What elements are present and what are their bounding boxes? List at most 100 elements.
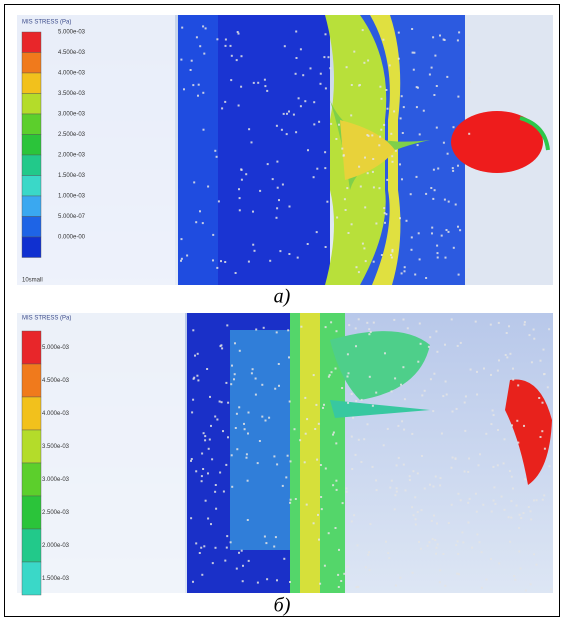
particle — [356, 544, 359, 547]
particle — [431, 226, 434, 229]
particle — [468, 81, 471, 84]
particle — [411, 571, 414, 574]
particle — [436, 244, 439, 247]
particle — [200, 475, 203, 478]
blue-layer — [360, 15, 465, 285]
particle — [364, 206, 367, 209]
particle — [411, 506, 414, 509]
particle — [258, 440, 261, 442]
particle — [190, 59, 193, 62]
particle — [523, 478, 526, 481]
projectile-edge — [519, 116, 550, 151]
particle — [372, 260, 375, 263]
particle — [190, 517, 193, 520]
particle — [471, 546, 474, 549]
particle — [512, 378, 515, 381]
particle — [390, 256, 393, 259]
particle — [435, 546, 438, 549]
particle — [510, 516, 513, 519]
particle — [467, 470, 470, 473]
legend-label: 1.500e-03 — [42, 576, 70, 582]
particle — [237, 32, 240, 35]
particle — [229, 44, 232, 47]
particle — [433, 514, 435, 517]
particle — [518, 513, 521, 516]
particle — [240, 85, 243, 88]
projectile — [451, 111, 543, 173]
particle — [262, 326, 265, 329]
particle — [200, 546, 203, 549]
particle — [476, 533, 479, 536]
particle — [366, 134, 369, 136]
particle — [385, 213, 388, 216]
particle — [318, 538, 320, 541]
particle — [202, 468, 205, 470]
particle — [476, 393, 479, 396]
particle — [447, 200, 450, 203]
legend-swatch — [21, 134, 42, 156]
particle — [520, 517, 523, 520]
particle — [316, 458, 319, 461]
particle — [445, 229, 448, 231]
particle — [414, 496, 417, 499]
particle — [231, 364, 233, 367]
particle — [332, 431, 335, 434]
particle — [354, 453, 357, 456]
particle — [234, 342, 236, 345]
particle — [394, 494, 397, 497]
particle — [366, 321, 369, 324]
particle — [276, 186, 279, 189]
particle — [211, 458, 214, 461]
particle — [415, 175, 418, 178]
particle — [313, 123, 316, 126]
particle — [375, 489, 378, 492]
particle — [192, 398, 195, 401]
particle — [350, 435, 353, 438]
legend-label: 2.500e-03 — [58, 132, 86, 138]
particle — [224, 261, 227, 263]
particle — [277, 363, 280, 365]
particle — [387, 552, 390, 555]
particle — [276, 160, 279, 163]
particle — [548, 328, 551, 331]
particle — [455, 544, 458, 547]
particle — [253, 249, 256, 252]
particle — [204, 27, 207, 30]
particle — [319, 72, 322, 75]
particle — [529, 510, 532, 513]
particle — [457, 95, 460, 98]
particle — [429, 378, 432, 381]
particle — [397, 31, 400, 34]
particle — [468, 77, 471, 80]
particle — [363, 247, 366, 250]
particle — [422, 109, 425, 112]
particle — [238, 188, 240, 191]
particle — [345, 66, 348, 69]
particle — [390, 479, 393, 482]
particle — [307, 149, 309, 152]
particle — [445, 393, 448, 396]
panel-a: MIS STRESS (Pa) 5.000e-03 4.500e-03 4.000e-… — [17, 15, 553, 285]
particle — [493, 486, 496, 489]
particle — [401, 420, 404, 423]
particle — [389, 486, 392, 489]
particle — [338, 123, 340, 126]
particle — [384, 352, 386, 355]
particle — [447, 230, 450, 233]
particle — [412, 514, 415, 517]
legend-label: 3.500e-03 — [58, 91, 86, 97]
particle — [337, 586, 340, 588]
particle — [330, 122, 333, 125]
particle — [275, 124, 278, 127]
particle — [371, 170, 374, 173]
particle — [315, 403, 318, 406]
particle — [401, 132, 404, 134]
particle — [285, 476, 288, 479]
caption: б) — [274, 595, 291, 617]
legend-background — [17, 313, 185, 593]
particle — [383, 207, 386, 210]
particle — [434, 54, 437, 57]
particle — [323, 56, 326, 59]
particle — [437, 167, 440, 170]
particle — [235, 567, 238, 570]
